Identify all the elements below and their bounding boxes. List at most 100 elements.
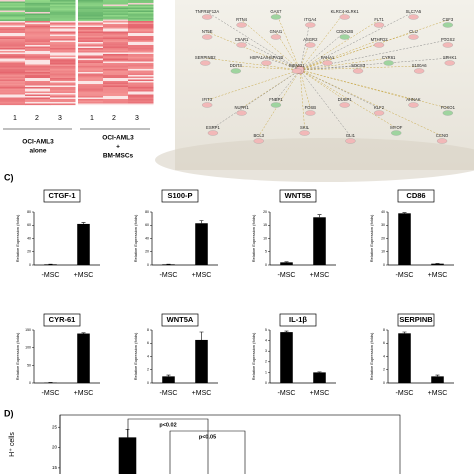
network-edge — [275, 31, 301, 71]
heatmap-cell — [25, 69, 51, 71]
x-tick-label: +MSC — [192, 390, 212, 397]
heatmap-cell — [0, 70, 26, 73]
y-axis-label: Relative Expression (folds) — [15, 214, 20, 262]
heatmap-cell — [50, 60, 76, 62]
heatmap-cell — [25, 100, 51, 103]
heatmap-cell — [103, 79, 129, 82]
heatmap-cell — [128, 31, 154, 34]
heatmap-cell — [78, 0, 104, 2]
heatmap-cell — [50, 3, 76, 5]
heatmap-cell — [128, 27, 154, 29]
heatmap-cell — [128, 45, 154, 47]
heatmap-cell — [25, 57, 51, 59]
heatmap-cell — [128, 76, 154, 79]
heatmap-cell — [103, 43, 129, 46]
heatmap-cell — [0, 3, 26, 5]
heatmap-cell — [78, 36, 104, 38]
heatmap-cell — [50, 78, 76, 80]
heatmap-cell — [78, 91, 104, 94]
heatmap-cell — [128, 66, 154, 68]
heatmap-cell — [25, 19, 51, 22]
heatmap-cell — [103, 94, 129, 97]
bar — [195, 339, 208, 383]
heatmap-cell — [0, 60, 26, 62]
heatmap-cell — [0, 16, 26, 19]
x-tick-label: -MSC — [396, 272, 414, 279]
heatmap-cell — [50, 36, 76, 38]
heatmap-cell — [128, 3, 154, 5]
gene-node — [442, 42, 453, 48]
y-tick-label: 0 — [265, 381, 267, 385]
heatmap-cell — [25, 0, 51, 2]
gene-label: IFIT3 — [202, 97, 212, 102]
network-edge — [299, 19, 311, 71]
bar — [280, 332, 293, 383]
heatmap-cell — [0, 81, 26, 83]
gene-label: FOSB — [305, 105, 317, 110]
heatmap-cell — [128, 0, 154, 2]
heatmap-cell — [103, 58, 129, 61]
heatmap-cell — [78, 12, 104, 14]
network-edge — [235, 65, 301, 71]
heatmap-cell — [128, 4, 154, 7]
significance-label: p<0.05 — [199, 434, 216, 440]
heatmap-cell — [0, 49, 26, 52]
heatmap-cell — [0, 61, 26, 64]
heatmap-cell — [50, 94, 76, 97]
heatmap-cell — [0, 55, 26, 58]
gene-node — [408, 102, 419, 108]
y-axis-label: H⁺ cells — [9, 432, 16, 457]
heatmap-cell — [103, 60, 129, 62]
heatmap-cell — [0, 76, 26, 79]
heatmap-cell — [78, 1, 104, 4]
heatmap-cell — [78, 93, 104, 95]
heatmap-cell — [25, 40, 51, 43]
heatmap-cell — [50, 67, 76, 70]
y-tick-label: 20 — [27, 250, 31, 254]
heatmap-cell — [128, 73, 154, 76]
network-edge — [275, 69, 301, 101]
heatmap-cell — [25, 90, 51, 92]
heatmap-cell — [25, 84, 51, 86]
heatmap-cell — [78, 52, 104, 55]
heatmap-cell — [103, 87, 129, 89]
heatmap-cell — [78, 81, 104, 83]
gene-node — [442, 110, 453, 116]
heatmap-cell — [78, 72, 104, 74]
heatmap-cell — [128, 7, 154, 10]
heatmap-cell — [128, 24, 154, 26]
error-bar — [125, 428, 130, 438]
heatmap-cell — [103, 54, 129, 56]
heatmap-cell — [128, 67, 154, 70]
heatmap-cell — [50, 49, 76, 52]
heatmap-cell — [78, 7, 104, 10]
network-edge — [299, 69, 305, 129]
x-tick-label: +MSC — [74, 272, 94, 279]
y-tick-label: 2 — [265, 360, 267, 364]
heatmap-cell — [50, 33, 76, 35]
y-tick-label: 0 — [265, 263, 267, 267]
heatmap-cell — [78, 87, 104, 89]
x-tick-label: +MSC — [74, 390, 94, 397]
heatmap-cell — [25, 54, 51, 56]
heatmap-cell — [25, 46, 51, 49]
heatmap-cell — [50, 97, 76, 100]
heatmap-cell — [25, 72, 51, 74]
heatmap-cell — [128, 10, 154, 13]
heatmap-cell — [103, 85, 129, 88]
heatmap-cell — [103, 28, 129, 31]
gene-node — [236, 42, 247, 48]
heatmap-cell — [128, 91, 154, 94]
gene-node — [339, 14, 350, 20]
heatmap-cell — [25, 96, 51, 98]
heatmap-cell — [103, 93, 129, 95]
heatmap-cell — [0, 12, 26, 14]
heatmap-cell — [128, 33, 154, 35]
x-tick-label: +MSC — [310, 390, 330, 397]
chart-title: CTGF-1 — [48, 191, 75, 200]
gene-node — [236, 110, 247, 116]
heatmap-cell — [25, 87, 51, 89]
heatmap-cell — [0, 31, 26, 34]
heatmap-cell — [25, 43, 51, 46]
